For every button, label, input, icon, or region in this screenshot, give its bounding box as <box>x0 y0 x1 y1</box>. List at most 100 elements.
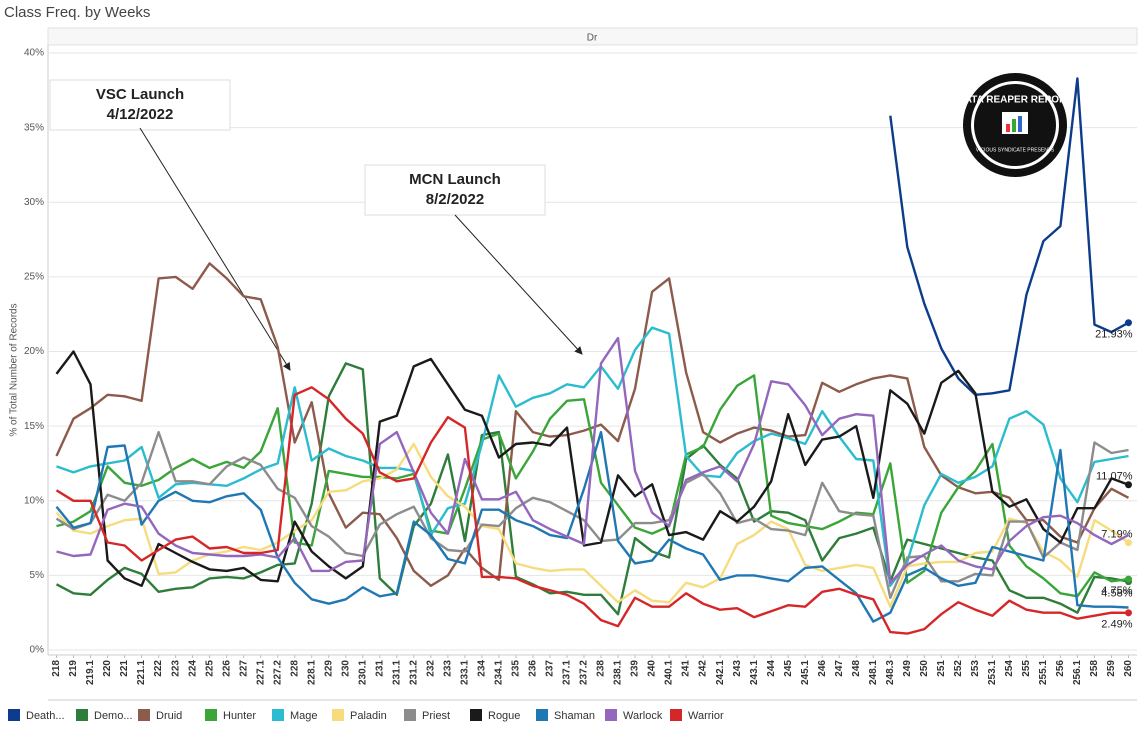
legend-swatch <box>76 709 88 721</box>
legend-swatch <box>8 709 20 721</box>
x-tick-label: 228 <box>289 660 300 677</box>
x-tick-label: 227.2 <box>272 660 283 685</box>
legend-label: Priest <box>422 710 450 722</box>
y-tick-label: 40% <box>24 48 44 59</box>
x-tick-label: 234.1 <box>494 660 505 685</box>
logo-icon-bar <box>1018 116 1022 132</box>
x-tick-label: 237.1 <box>562 660 573 685</box>
x-tick-label: 253 <box>970 660 981 677</box>
y-tick-label: 30% <box>24 197 44 208</box>
x-tick-label: 245.1 <box>800 660 811 685</box>
end-label: 21.93% <box>1095 329 1133 341</box>
x-tick-label: 234 <box>477 660 488 677</box>
x-tick-label: 260 <box>1123 660 1134 677</box>
x-tick-label: 256.1 <box>1072 660 1083 685</box>
x-tick-label: 244 <box>766 660 777 677</box>
legend-swatch <box>404 709 416 721</box>
x-tick-label: 222 <box>153 660 164 677</box>
x-tick-label: 233 <box>443 660 454 677</box>
legend-swatch <box>670 709 682 721</box>
y-tick-label: 25% <box>24 272 44 283</box>
x-tick-label: 223 <box>170 660 181 677</box>
x-tick-label: 227 <box>238 660 249 677</box>
x-tick-label: 245 <box>783 660 794 677</box>
x-tick-label: 238 <box>596 660 607 677</box>
end-label: 11.07% <box>1096 471 1133 483</box>
y-tick-label: 35% <box>24 122 44 133</box>
legend-swatch <box>205 709 217 721</box>
annotation-text: VSC Launch <box>96 86 184 103</box>
x-tick-label: 258 <box>1089 660 1100 677</box>
x-tick-label: 248.3 <box>885 660 896 685</box>
x-tick-label: 253.1 <box>987 660 998 685</box>
x-tick-label: 225 <box>204 660 215 677</box>
end-marker <box>1124 319 1132 327</box>
x-tick-label: 229 <box>323 660 334 677</box>
annotation-arrow <box>139 127 291 371</box>
x-tick-label: 249 <box>902 660 913 677</box>
x-tick-label: 228.1 <box>306 660 317 685</box>
x-tick-label: 226 <box>221 660 232 677</box>
series-line <box>56 336 1130 584</box>
legend-label: Hunter <box>223 710 256 722</box>
x-tick-label: 237.2 <box>579 660 590 685</box>
end-marker <box>1124 481 1132 489</box>
pane-header <box>47 27 1138 46</box>
annotation-text: MCN Launch <box>409 171 501 188</box>
legend-label: Shaman <box>554 710 595 722</box>
x-tick-label: 243 <box>732 660 743 677</box>
x-tick-label: 220 <box>102 660 113 677</box>
legend-swatch <box>332 709 344 721</box>
x-tick-label: 243.1 <box>749 660 760 685</box>
x-tick-label: 239 <box>630 660 641 677</box>
y-tick-label: 0% <box>30 645 45 656</box>
x-tick-label: 237 <box>545 660 556 677</box>
legend-label: Death... <box>26 710 65 722</box>
x-tick-label: 248 <box>851 660 862 677</box>
x-tick-label: 232 <box>425 660 436 677</box>
x-tick-label: 252 <box>953 660 964 677</box>
logo-icon-bar <box>1006 124 1010 132</box>
x-tick-label: 240 <box>647 660 658 677</box>
legend-swatch <box>470 709 482 721</box>
x-tick-label: 240.1 <box>664 660 675 685</box>
x-tick-label: 251 <box>936 660 947 677</box>
legend-label: Warrior <box>688 710 724 722</box>
x-tick-label: 231 <box>374 660 385 677</box>
x-tick-label: 247 <box>834 660 845 677</box>
x-tick-label: 221.1 <box>136 660 147 685</box>
legend-swatch <box>536 709 548 721</box>
x-tick-label: 250 <box>919 660 930 677</box>
x-tick-label: 246 <box>817 660 828 677</box>
y-tick-label: 10% <box>24 495 44 506</box>
legend-swatch <box>272 709 284 721</box>
end-label: 4.75% <box>1101 585 1132 597</box>
logo-title: DATA REAPER REPORT <box>958 95 1073 106</box>
end-label: 4.58% <box>1101 588 1132 600</box>
x-tick-label: 241 <box>681 660 692 677</box>
x-tick-label: 259 <box>1106 660 1117 677</box>
series-line <box>56 326 1129 587</box>
x-tick-label: 219 <box>68 660 79 677</box>
logo: DATA REAPER REPORT VICIOUS SYNDICATE PRE… <box>958 73 1073 177</box>
series-line <box>55 262 1130 587</box>
x-tick-label: 238.1 <box>613 660 624 685</box>
legend-label: Mage <box>290 710 318 722</box>
logo-icon-bar <box>1012 119 1016 132</box>
legend-label: Demo... <box>94 710 133 722</box>
y-tick-label: 20% <box>24 346 44 357</box>
pane-label: Dr <box>587 33 598 44</box>
x-tick-label: 255.1 <box>1038 660 1049 685</box>
logo-subtitle: VICIOUS SYNDICATE PRESENTS <box>976 147 1055 153</box>
end-marker <box>1124 609 1132 617</box>
x-tick-label: 221 <box>119 660 130 677</box>
legend-swatch <box>138 709 150 721</box>
x-tick-label: 256 <box>1055 660 1066 677</box>
y-tick-label: 15% <box>24 421 44 432</box>
x-tick-label: 242 <box>698 660 709 677</box>
x-tick-label: 235 <box>511 660 522 677</box>
x-tick-label: 231.1 <box>391 660 402 685</box>
legend-label: Rogue <box>488 710 520 722</box>
x-tick-label: 218 <box>51 660 62 677</box>
